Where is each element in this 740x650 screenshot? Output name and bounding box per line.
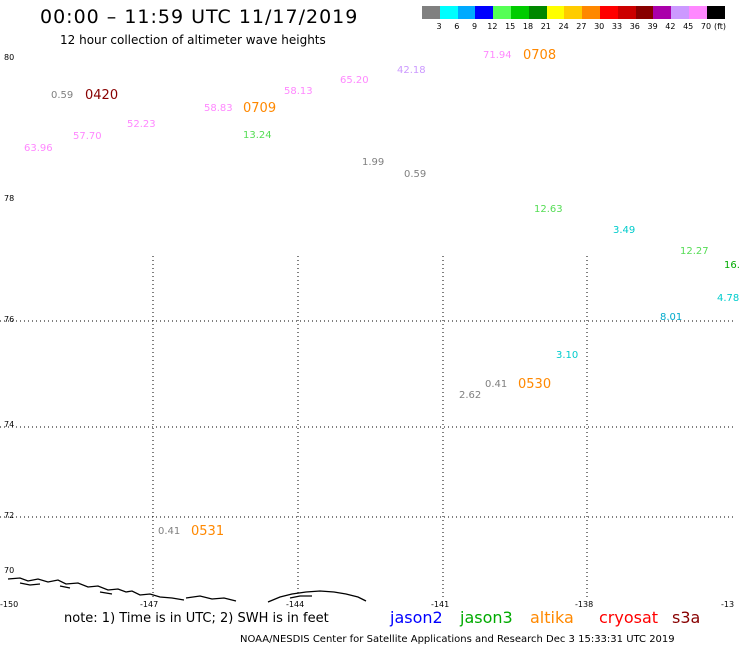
pass-time-label: 0530 bbox=[518, 377, 552, 392]
lon-label: -138 bbox=[575, 600, 594, 609]
wave-height-label: 58.13 bbox=[284, 86, 313, 97]
footer-note: note: 1) Time is in UTC; 2) SWH is in fe… bbox=[64, 611, 329, 626]
legend-swatch bbox=[617, 6, 636, 19]
pass-time-label: 0709 bbox=[243, 101, 277, 116]
wave-height-label: 0.41 bbox=[485, 379, 508, 390]
wave-height-label: 0.59 bbox=[404, 169, 427, 180]
wave-height-label: 2.62 bbox=[459, 390, 482, 401]
coastline bbox=[7, 577, 367, 603]
legend-label: 18 bbox=[522, 22, 534, 31]
legend-swatch bbox=[493, 6, 511, 19]
map-subtitle: 12 hour collection of altimeter wave hei… bbox=[60, 33, 326, 47]
lon-label: -144 bbox=[286, 600, 305, 609]
legend-label: 33 bbox=[611, 22, 623, 31]
wave-height-label: 42.18 bbox=[397, 65, 426, 76]
lat-label: 76 bbox=[4, 315, 15, 324]
legend-unit: (ft) bbox=[714, 22, 727, 31]
wave-height-label: 4.78 bbox=[717, 293, 740, 304]
pass-time-label: 0708 bbox=[523, 48, 557, 63]
legend-swatch bbox=[564, 6, 583, 19]
legend-label: 70 bbox=[700, 22, 712, 31]
legend-label: 45 bbox=[683, 22, 694, 31]
legend-label: 27 bbox=[576, 22, 587, 31]
wave-height-label: 52.23 bbox=[127, 119, 156, 130]
wave-height-label: 12.63 bbox=[534, 204, 563, 215]
legend-swatch bbox=[546, 6, 565, 19]
legend-swatch bbox=[511, 6, 529, 19]
legend-swatch bbox=[635, 6, 654, 19]
wave-height-label: 63.96 bbox=[24, 143, 53, 154]
wave-height-label: 16. bbox=[724, 260, 740, 271]
wave-height-label: 1.99 bbox=[362, 157, 385, 168]
legend-label: 42 bbox=[665, 22, 676, 31]
wave-height-label: 65.20 bbox=[340, 75, 369, 86]
satellite-legend-s3a: s3a bbox=[672, 608, 701, 627]
wave-height-label: 58.83 bbox=[204, 103, 233, 114]
lon-label: -13 bbox=[721, 600, 735, 609]
lat-label: 72 bbox=[4, 511, 15, 520]
legend-label: 6 bbox=[454, 22, 460, 31]
legend-label: 12 bbox=[487, 22, 498, 31]
legend-label: 39 bbox=[647, 22, 658, 31]
satellite-legend-jason3: jason3 bbox=[460, 608, 513, 627]
legend-swatch bbox=[689, 6, 707, 19]
legend-swatch bbox=[600, 6, 618, 19]
legend-swatch bbox=[582, 6, 600, 19]
map-title: 00:00 – 11:59 UTC 11/17/2019 bbox=[40, 6, 359, 28]
wave-height-label: 3.49 bbox=[613, 225, 636, 236]
legend-label: 15 bbox=[505, 22, 516, 31]
lon-label: -141 bbox=[431, 600, 450, 609]
lat-label: 70 bbox=[4, 566, 15, 575]
wave-height-label: 12.27 bbox=[680, 246, 709, 257]
satellite-legend-cryosat: cryosat bbox=[599, 608, 659, 627]
satellite-legend-jason2: jason2 bbox=[390, 608, 443, 627]
legend-label: 36 bbox=[629, 22, 640, 31]
satellite-legend-altika: altika bbox=[530, 608, 574, 627]
wave-height-label: 57.70 bbox=[73, 131, 102, 142]
lat-label: 74 bbox=[4, 420, 15, 429]
legend-swatch bbox=[457, 6, 476, 19]
legend-label: 30 bbox=[594, 22, 605, 31]
legend-swatch bbox=[439, 6, 458, 19]
legend-label: 3 bbox=[436, 22, 442, 31]
lat-label: 78 bbox=[4, 194, 15, 203]
wave-height-label: 71.94 bbox=[483, 50, 512, 61]
wave-height-label: 0.41 bbox=[158, 526, 181, 537]
legend-swatch bbox=[528, 6, 547, 19]
wave-height-label: 0.59 bbox=[51, 90, 74, 101]
wave-height-label: 3.10 bbox=[556, 350, 579, 361]
legend-swatch bbox=[706, 6, 725, 19]
wave-height-label: 13.24 bbox=[243, 130, 272, 141]
legend-swatch bbox=[475, 6, 494, 19]
legend-label: 9 bbox=[472, 22, 478, 31]
credit-line: NOAA/NESDIS Center for Satellite Applica… bbox=[240, 634, 675, 645]
pass-time-label: 0531 bbox=[191, 524, 225, 539]
pass-time-label: 0420 bbox=[85, 88, 119, 103]
lon-label: -150 bbox=[0, 600, 19, 609]
lat-label: 80 bbox=[4, 53, 15, 62]
legend-swatch bbox=[422, 6, 440, 19]
legend-label: 24 bbox=[558, 22, 569, 31]
legend-swatch bbox=[653, 6, 672, 19]
lon-label: -147 bbox=[140, 600, 159, 609]
wave-height-label: 8.01 bbox=[660, 312, 683, 323]
legend-label: 21 bbox=[540, 22, 551, 31]
graticule bbox=[0, 256, 733, 600]
legend-swatch bbox=[671, 6, 689, 19]
